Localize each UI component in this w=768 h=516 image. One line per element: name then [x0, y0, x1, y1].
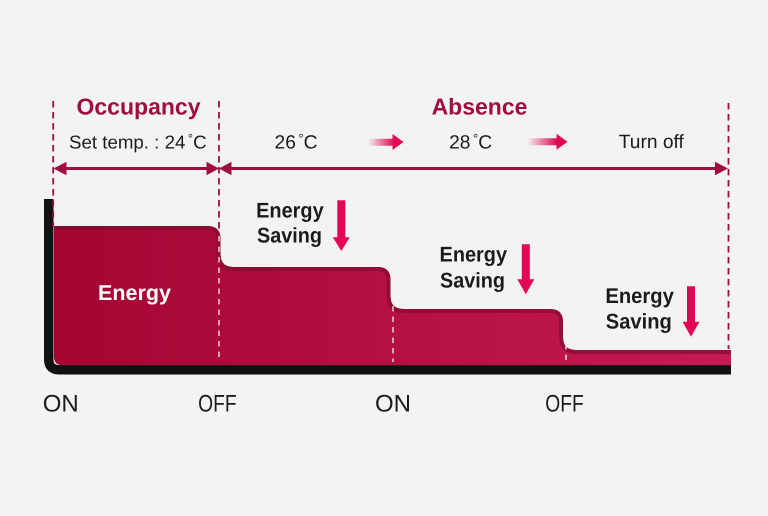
svg-text:OFF: OFF	[545, 391, 584, 418]
svg-text:Energy: Energy	[98, 281, 171, 305]
svg-text:ON: ON	[375, 391, 411, 418]
svg-text:Energy: Energy	[605, 284, 674, 308]
svg-text:Energy: Energy	[440, 243, 508, 267]
svg-text:Absence: Absence	[432, 93, 528, 119]
svg-text:Saving: Saving	[606, 309, 672, 333]
svg-text:Set temp. : 24°C: Set temp. : 24 °C	[69, 131, 207, 153]
svg-text:Saving: Saving	[257, 223, 322, 247]
svg-text:Saving: Saving	[440, 269, 505, 293]
svg-text:ON: ON	[43, 391, 79, 418]
svg-text:Turn off: Turn off	[619, 132, 685, 153]
svg-text:Occupancy: Occupancy	[77, 93, 201, 119]
svg-text:Energy: Energy	[256, 198, 324, 222]
svg-text:OFF: OFF	[198, 391, 237, 418]
